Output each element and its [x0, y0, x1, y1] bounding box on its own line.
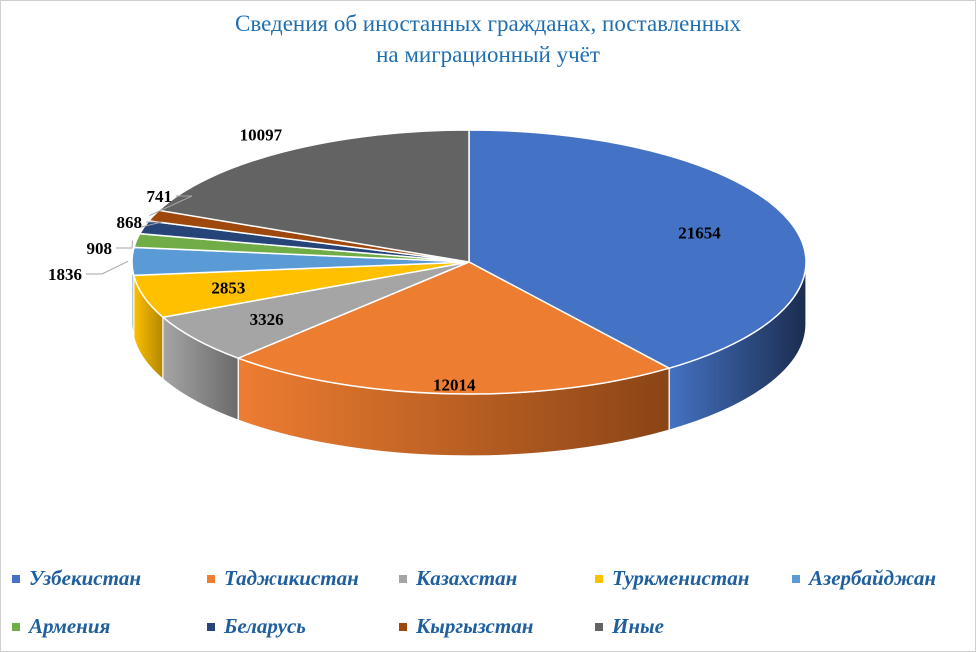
legend-label-7: Кыргызстан [416, 614, 534, 638]
legend-label-3: Туркменистан [612, 566, 750, 590]
legend-label-4: Азербайджан [809, 566, 936, 590]
data-label-4: 1836 [48, 265, 82, 284]
chart-title-line-2: на миграционный учёт [376, 42, 600, 67]
leader-line-6 [139, 221, 163, 228]
pie-slice-0 [468, 129, 807, 370]
legend-swatch-8 [595, 623, 603, 631]
legend-item-2: Казахстан [399, 563, 517, 593]
legend-swatch-5 [12, 623, 20, 631]
legend-item-6: Беларусь [207, 611, 306, 641]
legend-item-7: Кыргызстан [399, 611, 533, 641]
legend-item-0: Узбекистан [12, 563, 141, 593]
data-label-2: 3326 [250, 310, 284, 329]
leader-line-4 [86, 260, 129, 275]
legend-swatch-1 [207, 575, 215, 583]
pie-slice-8 [157, 129, 470, 263]
legend-item-1: Таджикистан [207, 563, 359, 593]
legend-label-5: Армения [29, 614, 111, 638]
legend-label-6: Беларусь [224, 614, 306, 638]
legend-swatch-0 [12, 575, 20, 583]
pie-slice-2 [161, 261, 470, 359]
chart-title: Сведения об иностанных гражданах, постав… [0, 8, 976, 70]
data-label-1: 12014 [433, 376, 476, 395]
data-label-0: 21654 [678, 223, 721, 242]
legend-item-8: Иные [595, 611, 664, 641]
data-label-6: 868 [117, 213, 143, 232]
legend-label-2: Казахстан [416, 566, 518, 590]
legend-item-4: Азербайджан [792, 563, 936, 593]
legend-item-3: Туркменистан [595, 563, 749, 593]
leader-line-5 [116, 240, 133, 249]
pie-top [131, 129, 807, 395]
legend-swatch-6 [207, 623, 215, 631]
legend-swatch-3 [595, 575, 603, 583]
data-label-8: 10097 [240, 126, 283, 145]
legend-swatch-7 [399, 623, 407, 631]
pie-slice-1 [236, 261, 672, 395]
chart-title-line-1: Сведения об иностанных гражданах, постав… [235, 11, 741, 36]
legend-swatch-2 [399, 575, 407, 583]
legend-label-1: Таджикистан [224, 566, 359, 590]
legend-label-0: Узбекистан [29, 566, 142, 590]
legend-swatch-4 [792, 575, 800, 583]
leader-line-7 [149, 195, 193, 217]
legend-item-5: Армения [12, 611, 110, 641]
legend-label-8: Иные [612, 614, 664, 638]
data-label-5: 908 [87, 239, 113, 258]
data-label-7: 741 [147, 187, 173, 206]
data-label-3: 2853 [211, 279, 245, 298]
